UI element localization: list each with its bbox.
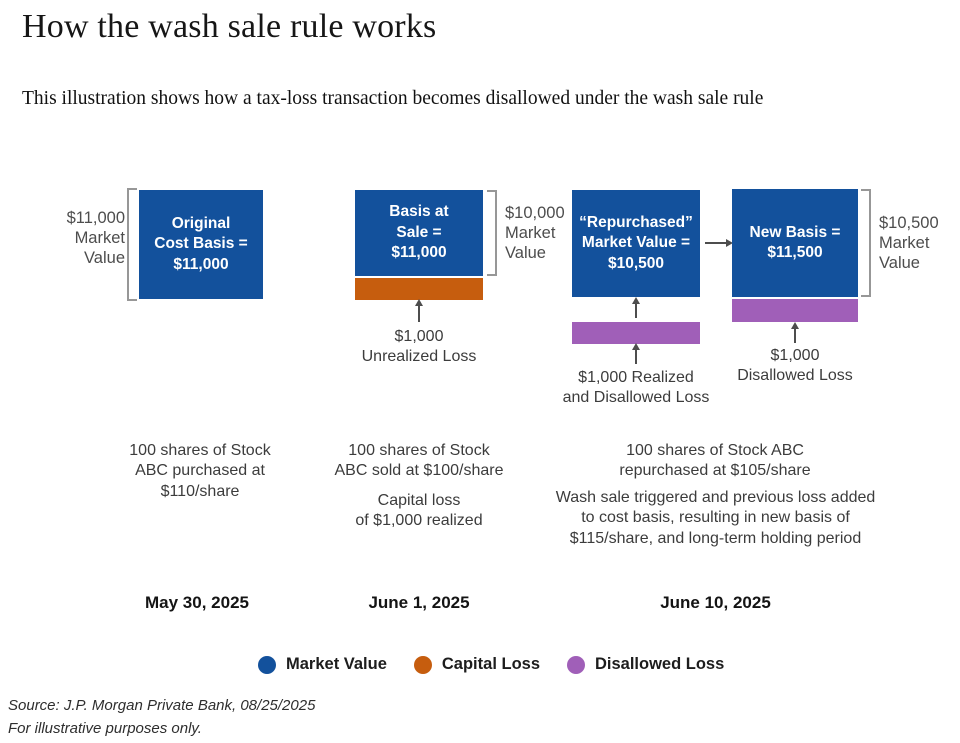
stage2-capital-loss-bar: [355, 278, 483, 300]
legend-label: Capital Loss: [441, 655, 540, 673]
stage1-market-value-label: $11,000 Market Value: [66, 209, 125, 268]
stage3-repurchased-box: “Repurchased” Market Value = $10,500: [572, 190, 700, 297]
stage4-market-value-label: $10,500 Market Value: [879, 214, 939, 273]
disallowed-loss-dot-icon: [567, 655, 585, 674]
legend-item-capital-loss: Capital Loss: [413, 655, 540, 674]
source-note: Source: J.P. Morgan Private Bank, 08/25/…: [8, 697, 316, 738]
stage2-up-arrow-icon: [415, 299, 423, 322]
legend-label: Disallowed Loss: [595, 655, 725, 673]
stage2-market-value-label: $10,000 Market Value: [505, 204, 565, 263]
stage3-up-arrow-icon: [632, 297, 640, 318]
stage1-description: 100 shares of Stock ABC purchased at $11…: [129, 442, 271, 500]
stage2-description2: Capital loss of $1,000 realized: [355, 492, 483, 530]
stage3-to-stage4-arrow-icon: [705, 239, 733, 247]
stage2-unrealized-loss-label: $1,000 Unrealized Loss: [361, 328, 477, 366]
stage4-bracket: [861, 189, 871, 297]
capital-loss-dot-icon: [413, 655, 432, 674]
stage4-up-arrow-icon: [791, 322, 799, 343]
page-title: How the wash sale rule works: [22, 8, 437, 45]
market-value-dot-icon: [258, 655, 276, 674]
stage1-date: May 30, 2025: [145, 593, 249, 612]
stage2-bracket: [487, 190, 497, 276]
stage3-description2: Wash sale triggered and previous loss ad…: [555, 489, 876, 547]
stage1-cost-basis-box: Original Cost Basis = $11,000: [139, 190, 263, 299]
stage2-date: June 1, 2025: [368, 593, 470, 612]
stage4-disallowed-loss-bar: [732, 299, 858, 322]
stage2-description: 100 shares of Stock ABC sold at $100/sha…: [334, 442, 504, 480]
legend-item-market-value: Market Value: [258, 655, 387, 674]
stage3-date: June 10, 2025: [660, 593, 771, 612]
stage3-disallowed-loss-bar: [572, 322, 700, 344]
stage3-description: 100 shares of Stock ABC repurchased at $…: [619, 442, 811, 480]
stage1-bracket: [127, 188, 137, 301]
stage3-up-arrow2-icon: [632, 343, 640, 364]
stage3-realized-disallowed-loss-label: $1,000 Realized and Disallowed Loss: [562, 369, 710, 407]
page-subtitle: This illustration shows how a tax-loss t…: [22, 88, 764, 109]
stage4-disallowed-loss-label: $1,000 Disallowed Loss: [737, 347, 853, 385]
legend: Market Value Capital Loss Disallowed Los…: [258, 655, 724, 674]
stage4-new-basis-box: New Basis = $11,500: [732, 189, 858, 297]
legend-item-disallowed-loss: Disallowed Loss: [567, 655, 724, 674]
legend-label: Market Value: [286, 655, 387, 673]
stage2-basis-at-sale-box: Basis at Sale = $11,000: [355, 190, 483, 276]
